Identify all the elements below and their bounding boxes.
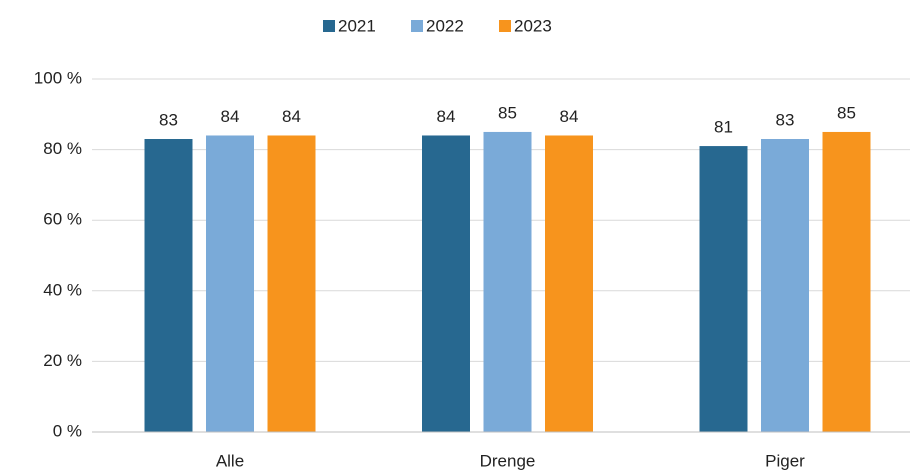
legend-swatch (323, 20, 335, 32)
value-label: 81 (714, 118, 733, 137)
x-tick-label: Drenge (480, 451, 536, 470)
y-tick-label: 40 % (43, 280, 82, 299)
y-tick-label: 20 % (43, 351, 82, 370)
value-label: 83 (776, 110, 795, 129)
value-label: 84 (437, 107, 456, 126)
bar (822, 131, 871, 432)
legend-label: 2022 (426, 16, 464, 35)
value-label: 84 (221, 107, 240, 126)
y-tick-label: 0 % (53, 421, 82, 440)
bar (144, 139, 193, 432)
bar (545, 135, 593, 433)
bar (761, 139, 809, 432)
bar (206, 135, 254, 433)
value-label: 84 (560, 107, 579, 126)
legend-label: 2021 (338, 16, 376, 35)
bar (699, 146, 748, 432)
bar (483, 131, 532, 432)
bar (267, 135, 316, 433)
value-label: 84 (282, 107, 301, 126)
y-tick-label: 80 % (43, 139, 82, 158)
x-tick-label: Piger (765, 451, 805, 470)
value-label: 85 (498, 103, 517, 122)
bar (422, 135, 470, 433)
value-label: 83 (159, 110, 178, 129)
value-label: 85 (837, 103, 856, 122)
legend-swatch (411, 20, 423, 32)
y-tick-label: 100 % (34, 68, 82, 87)
x-tick-label: Alle (216, 451, 244, 470)
legend-swatch (499, 20, 511, 32)
legend-label: 2023 (514, 16, 552, 35)
y-tick-label: 60 % (43, 210, 82, 229)
